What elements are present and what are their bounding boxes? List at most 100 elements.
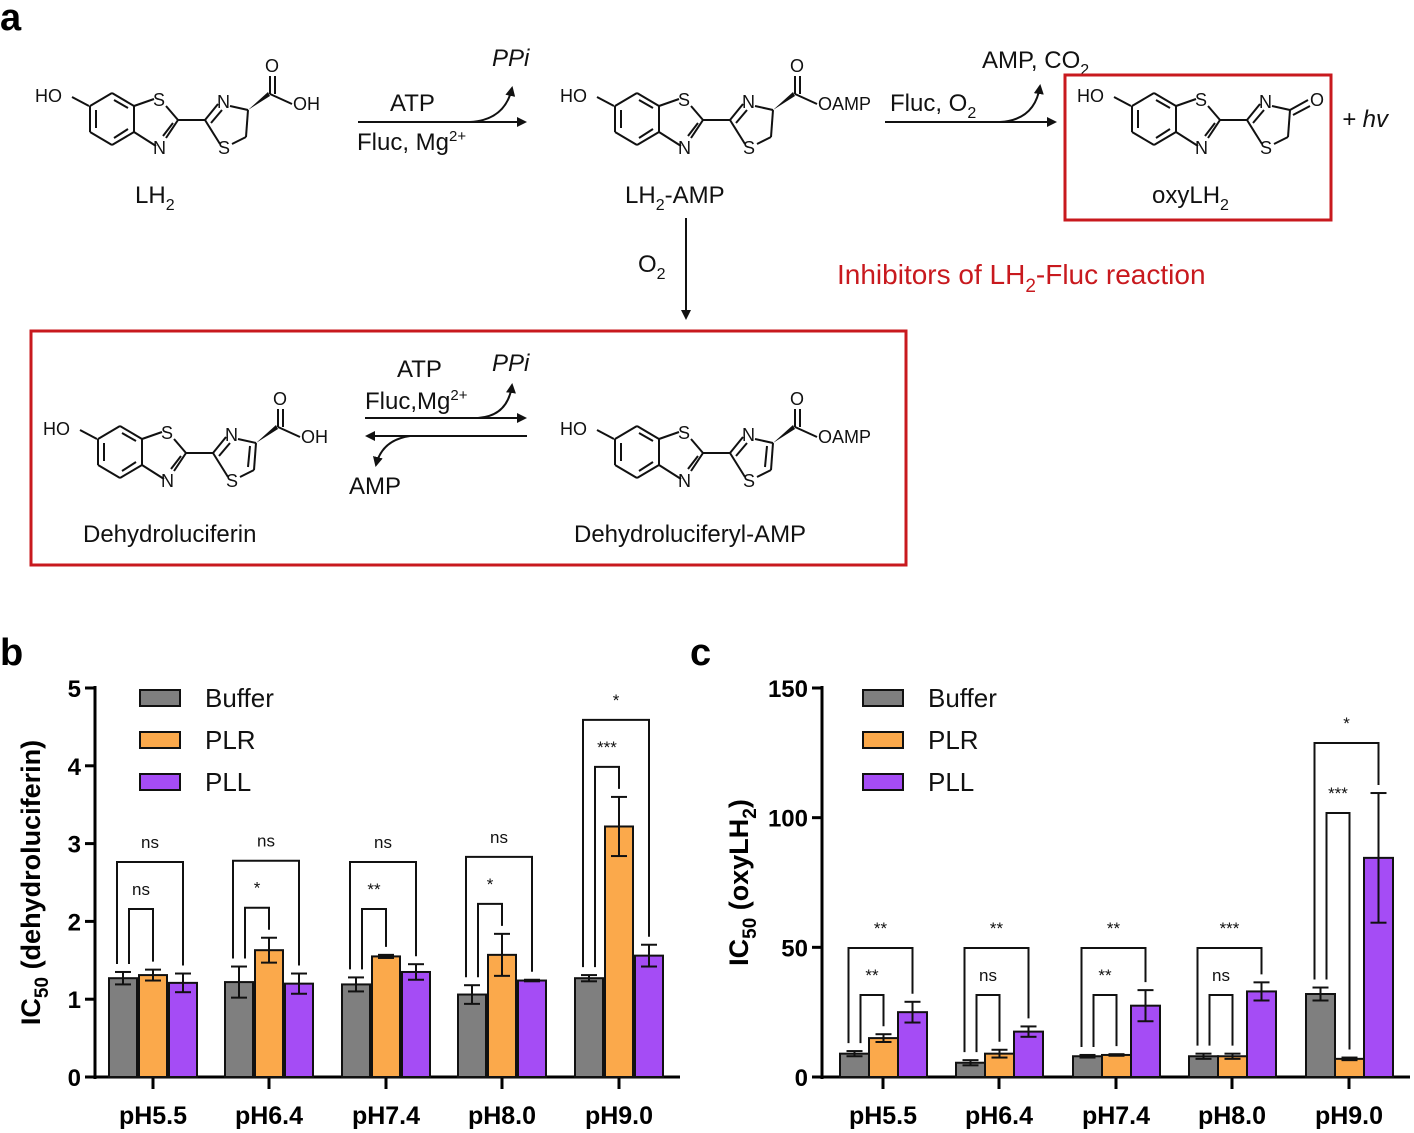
dehydroluciferyl-amp-label: Dehydroluciferyl-AMP [574,521,806,548]
bar-buffer-pH7.4 [1072,1055,1103,1078]
significance-bracket-outer [116,861,184,966]
significance-bracket-inner [361,908,387,970]
bond [1175,131,1199,147]
legend-swatch-plr [139,731,181,749]
bond [614,425,638,440]
bond [237,438,257,444]
bar-pll-pH7.4 [401,970,431,1078]
bond [638,461,654,472]
significance-bracket-inner [128,908,154,964]
x-tick-label: pH6.4 [965,1102,1033,1130]
legend-label-plr: PLR [928,725,979,755]
bond [89,92,113,107]
wedge-bond [248,92,270,110]
bond [729,103,744,121]
significance-label-outer: ns [141,833,159,852]
luciferyl-amp-structure: HO S N N S O OAMP [560,56,871,158]
wedge-bond [773,425,795,443]
bond [277,426,301,438]
bond [596,96,615,107]
x-tick-label: pH7.4 [1082,1102,1150,1130]
bond [1155,128,1171,139]
dehydroluciferin-structure: HO S N N S O OH [43,389,328,491]
amp-ester-label: OAMP [818,427,871,447]
oxygen-atom-label: O [790,389,804,409]
significance-label-inner: ns [132,880,150,899]
dehydroluciferin-label: Dehydroluciferin [83,521,256,548]
bond [141,464,165,480]
y-tick-label: 1 [68,987,81,1014]
amp-co2-label: AMP, CO2 [982,47,1089,79]
bond [636,464,660,479]
sulfur-atom-label: S [153,90,165,110]
bar-pll-pH8.0 [517,979,547,1079]
bond [638,99,654,109]
hydroxyl-atom-label: HO [43,419,70,439]
sulfur-atom-label: S [743,138,755,158]
bond [97,425,121,440]
bond [1207,105,1221,121]
bond [658,431,680,440]
bond [119,464,143,479]
bond [113,99,129,109]
y-axis-label: IC50 (oxyLH2) [724,799,761,966]
bond [239,469,255,478]
significance-bracket-outer [1313,742,1380,980]
bond [245,109,249,138]
bond [729,452,746,478]
fluc-o2-label: Fluc, O2 [890,90,976,122]
bond [204,119,221,145]
inhibitors-title: Inhibitors of LH2-Fluc reaction [837,259,1206,297]
x-tick-label: pH8.0 [468,1102,536,1130]
reaction-step-2: AMP, CO2 Fluc, O2 [885,47,1089,127]
bond [212,436,227,454]
nitrogen-atom-label: N [217,92,230,112]
bond [231,136,247,145]
bar-pll-pH6.4 [284,982,314,1079]
bond [165,105,179,121]
significance-bracket-inner [975,994,1001,1053]
oxygen-atom-label: O [790,56,804,76]
x-tick-label: pH7.4 [352,1102,420,1130]
legend-swatch-pll [139,773,181,791]
significance-label-outer: ns [490,828,508,847]
bond [133,98,155,107]
bond [1271,105,1291,111]
x-tick-label: pH8.0 [1198,1102,1266,1130]
significance-label-outer: ** [1107,919,1121,938]
significance-label-inner: ns [979,966,997,985]
nitrogen-atom-label: N [742,92,755,112]
bond [89,131,113,146]
fluc-mg-label: Fluc, Mg2+ [357,128,466,156]
bond [119,425,143,440]
sulfur-atom-label: S [678,423,690,443]
atp-label: ATP [397,356,442,383]
nitrogen-atom-label: N [153,138,166,158]
bond [687,455,699,470]
bond [1113,96,1132,107]
significance-label-outer: ** [874,919,888,938]
significance-label-inner: * [487,875,494,894]
y-tick-label: 50 [781,935,808,962]
hydroxyl-atom-label: HO [1077,86,1104,106]
sulfur-atom-label: S [1195,90,1207,110]
legend-swatch-plr [862,731,904,749]
chart-c-oxyluciferin-ic50: 0 50 100 150 pH5.5 pH6.4 pH7.4 pH8.0 pH9.0 IC50 (… [724,676,1410,1130]
y-tick-label: 2 [68,909,81,936]
dehydroluciferyl-amp-structure: HO S N N S O OAMP [560,389,871,491]
bond [173,438,187,454]
bar-buffer-pH9.0 [574,977,604,1078]
significance-label-inner: ** [865,966,879,985]
x-tick-label: pH6.4 [235,1102,303,1130]
bar-plr-pH5.5 [868,1037,899,1078]
y-tick-label: 0 [795,1065,808,1092]
bond [614,131,638,146]
significance-bracket-outer [465,855,533,978]
bond [638,128,654,139]
bar-plr-pH9.0 [1334,1057,1365,1079]
carboxyl-oh-label: OH [293,94,320,114]
significance-bracket-inner [1325,812,1351,1050]
panel-label-b: b [0,632,23,674]
oxygen-atom-label: O [265,56,279,76]
bond [229,105,249,111]
